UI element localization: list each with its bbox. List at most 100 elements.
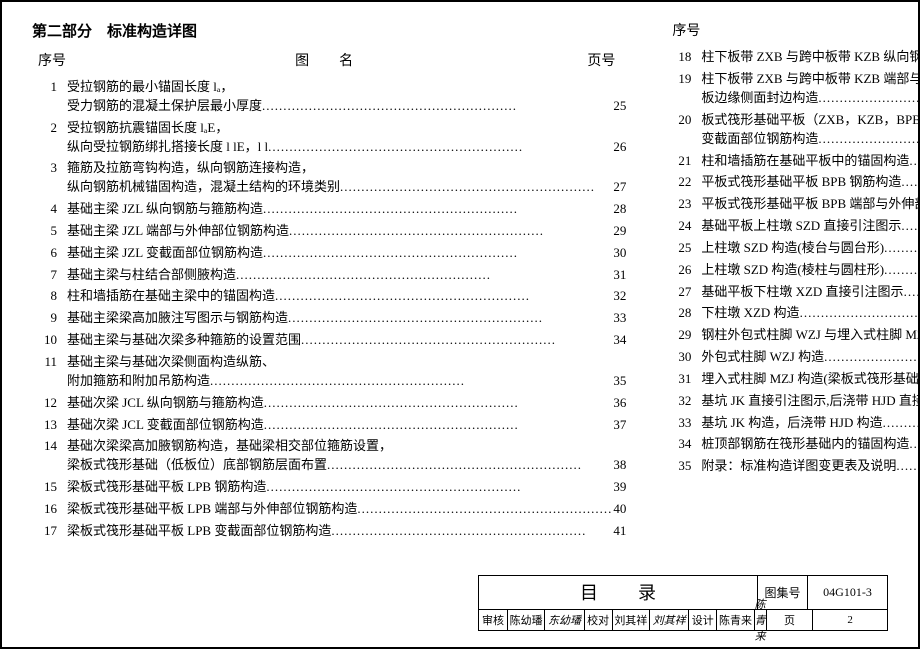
toc-entry: 17梁板式筏形基础平板 LPB 变截面部位钢筋构造41	[32, 522, 626, 541]
leader-dots	[904, 283, 920, 302]
entry-page: 32	[612, 287, 626, 306]
entry-text: 板式筏形基础平板（ZXB，KZB，BPB）	[701, 111, 920, 130]
entry-line: 埋入式柱脚 MZJ 构造(梁板式筏形基础)55	[701, 370, 920, 389]
entry-number: 34	[666, 435, 701, 454]
entry-text: 平板式筏形基础平板 BPB 端部与外伸部位钢筋构造	[701, 195, 920, 214]
entry-body: 梁板式筏形基础平板 LPB 变截面部位钢筋构造41	[67, 522, 626, 541]
toc-entry: 19柱下板带 ZXB 与跨中板带 KZB 端部与外伸部位钢筋构造，板边缘侧面封边…	[666, 70, 920, 108]
entry-number: 13	[32, 416, 67, 435]
toc-entry: 6基础主梁 JZL 变截面部位钢筋构造30	[32, 244, 626, 263]
entry-text: 柱和墙插筋在基础平板中的锚固构造	[701, 152, 909, 171]
toc-entry: 16梁板式筏形基础平板 LPB 端部与外伸部位钢筋构造40	[32, 500, 626, 519]
toc-entry: 30外包式柱脚 WZJ 构造54	[666, 348, 920, 367]
entry-number: 16	[32, 500, 67, 519]
right-toc-list: 18柱下板带 ZXB 与跨中板带 KZB 纵向钢筋构造4219柱下板带 ZXB …	[666, 48, 920, 476]
entry-number: 28	[666, 304, 701, 323]
entry-page: 36	[612, 394, 626, 413]
entry-page: 40	[612, 500, 626, 519]
entry-body: 基础次梁 JCL 变截面部位钢筋构造37	[67, 416, 626, 435]
entry-text: 钢柱外包式柱脚 WZJ 与埋入式柱脚 MZJ 直接引注图示	[701, 326, 920, 345]
entry-number: 33	[666, 414, 701, 433]
toc-entry: 9基础主梁梁高加腋注写图示与钢筋构造33	[32, 309, 626, 328]
entry-text: 基础平板下柱墩 XZD 直接引注图示	[701, 283, 903, 302]
entry-text: 基础主梁 JZL 变截面部位钢筋构造	[67, 244, 263, 263]
entry-line: 基础次梁 JCL 变截面部位钢筋构造37	[67, 416, 626, 435]
toc-entry: 8柱和墙插筋在基础主梁中的锚固构造32	[32, 287, 626, 306]
entry-text: 基础次梁 JCL 变截面部位钢筋构造	[67, 416, 264, 435]
entry-body: 受拉钢筋的最小锚固长度 lₐ，受力钢筋的混凝土保护层最小厚度25	[67, 78, 626, 116]
entry-text: 梁板式筏形基础平板 LPB 变截面部位钢筋构造	[67, 522, 331, 541]
entry-text: 基础主梁与基础次梁侧面构造纵筋、	[67, 353, 275, 372]
entry-line: 平板式筏形基础平板 BPB 钢筋构造46	[701, 173, 920, 192]
entry-body: 平板式筏形基础平板 BPB 端部与外伸部位钢筋构造47	[701, 195, 920, 214]
entry-line: 梁板式筏形基础平板 LPB 端部与外伸部位钢筋构造40	[67, 500, 626, 519]
entry-line: 基础主梁 JZL 变截面部位钢筋构造30	[67, 244, 626, 263]
leader-dots	[263, 200, 612, 219]
entry-number: 17	[32, 522, 67, 541]
toc-entry: 2受拉钢筋抗震锚固长度 lₐE，纵向受拉钢筋绑扎搭接长度 l lE，l l26	[32, 119, 626, 157]
entry-text: 附录：标准构造详图变更表及说明	[701, 457, 896, 476]
entry-text: 埋入式柱脚 MZJ 构造(梁板式筏形基础)	[701, 370, 920, 389]
entry-text: 受拉钢筋的最小锚固长度 lₐ，	[67, 78, 233, 97]
entry-text: 纵向受拉钢筋绑扎搭接长度 l lE，l l	[67, 138, 268, 157]
toc-entry: 20板式筏形基础平板（ZXB，KZB，BPB）变截面部位钢筋构造44	[666, 111, 920, 149]
header-seq: 序号	[32, 52, 72, 72]
entry-line: 平板式筏形基础平板 BPB 端部与外伸部位钢筋构造47	[701, 195, 920, 214]
entry-number: 2	[32, 119, 67, 138]
entry-number: 24	[666, 217, 701, 236]
entry-text: 附加箍筋和附加吊筋构造	[67, 372, 210, 391]
entry-line: 桩顶部钢筋在筏形基础内的锚固构造58	[701, 435, 920, 454]
page-number: 2	[812, 610, 887, 630]
entry-line: 板边缘侧面封边构造43	[701, 89, 920, 108]
entry-line: 受力钢筋的混凝土保护层最小厚度25	[67, 97, 626, 116]
entry-body: 柱和墙插筋在基础平板中的锚固构造45	[701, 152, 920, 171]
entry-line: 外包式柱脚 WZJ 构造54	[701, 348, 920, 367]
entry-number: 20	[666, 111, 701, 130]
check-name: 刘其祥	[612, 610, 649, 630]
entry-text: 梁板式筏形基础（低板位）底部钢筋层面布置	[67, 456, 327, 475]
entry-line: 受拉钢筋的最小锚固长度 lₐ，	[67, 78, 626, 97]
toc-entry: 4基础主梁 JZL 纵向钢筋与箍筋构造28	[32, 200, 626, 219]
toc-entry: 14基础次梁梁高加腋钢筋构造，基础梁相交部位箍筋设置，梁板式筏形基础（低板位）底…	[32, 437, 626, 475]
entry-page: 34	[612, 331, 626, 350]
entry-body: 基础次梁梁高加腋钢筋构造，基础梁相交部位箍筋设置，梁板式筏形基础（低板位）底部钢…	[67, 437, 626, 475]
entry-body: 梁板式筏形基础平板 LPB 端部与外伸部位钢筋构造40	[67, 500, 626, 519]
page-label: 页	[766, 610, 813, 630]
column-header-left: 序号 图名 页号	[32, 52, 626, 72]
entry-text: 柱下板带 ZXB 与跨中板带 KZB 端部与外伸部位钢筋构造，	[701, 70, 920, 89]
toc-columns: 第二部分 标准构造详图 序号 图名 页号 1受拉钢筋的最小锚固长度 lₐ，受力钢…	[32, 22, 888, 562]
entry-body: 受拉钢筋抗震锚固长度 lₐE，纵向受拉钢筋绑扎搭接长度 l lE，l l26	[67, 119, 626, 157]
entry-text: 外包式柱脚 WZJ 构造	[701, 348, 824, 367]
check-label: 校对	[584, 610, 612, 630]
entry-line: 上柱墩 SZD 构造(棱柱与圆柱形)50	[701, 261, 920, 280]
entry-page: 35	[612, 372, 626, 391]
entry-line: 基础主梁与基础次梁侧面构造纵筋、	[67, 353, 626, 372]
toc-entry: 33基坑 JK 构造，后浇带 HJD 构造57	[666, 414, 920, 433]
entry-text: 基础主梁与基础次梁多种箍筋的设置范围	[67, 331, 301, 350]
entry-body: 埋入式柱脚 MZJ 构造(梁板式筏形基础)55	[701, 370, 920, 389]
entry-line: 附加箍筋和附加吊筋构造 35	[67, 372, 626, 391]
entry-number: 1	[32, 78, 67, 97]
leader-dots	[210, 372, 612, 391]
entry-number: 6	[32, 244, 67, 263]
leader-dots	[818, 130, 920, 149]
title-block: 目录 图集号 04G101-3 审核 陈幼璠 东幼璠 校对 刘其祥 刘其祥 设计…	[478, 575, 888, 631]
entry-body: 基坑 JK 直接引注图示,后浇带 HJD 直接引注图示56	[701, 392, 920, 411]
entry-line: 纵向钢筋机械锚固构造，混凝土结构的环境类别27	[67, 178, 626, 197]
leader-dots	[340, 178, 612, 197]
design-label: 设计	[688, 610, 716, 630]
leader-dots	[289, 222, 612, 241]
entry-body: 基础次梁 JCL 纵向钢筋与箍筋构造36	[67, 394, 626, 413]
leader-dots	[884, 239, 920, 258]
leader-dots	[236, 266, 612, 285]
entry-body: 基础主梁与基础次梁多种箍筋的设置范围 34	[67, 331, 626, 350]
entry-line: 基础主梁 JZL 端部与外伸部位钢筋构造29	[67, 222, 626, 241]
entry-number: 4	[32, 200, 67, 219]
entry-line: 板式筏形基础平板（ZXB，KZB，BPB）	[701, 111, 920, 130]
entry-line: 下柱墩 XZD 构造52	[701, 304, 920, 323]
entry-line: 箍筋及拉筋弯钩构造，纵向钢筋连接构造，	[67, 159, 626, 178]
toc-entry: 13基础次梁 JCL 变截面部位钢筋构造37	[32, 416, 626, 435]
entry-number: 26	[666, 261, 701, 280]
title-block-row2: 审核 陈幼璠 东幼璠 校对 刘其祥 刘其祥 设计 陈青来 陈青来 页 2	[479, 610, 887, 630]
entry-number: 12	[32, 394, 67, 413]
